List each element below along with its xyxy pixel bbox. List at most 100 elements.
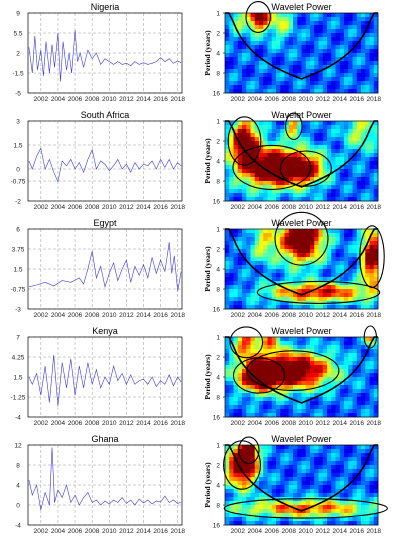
heat-cell (288, 149, 294, 154)
heat-cell (314, 69, 319, 74)
heat-cell (339, 385, 345, 390)
heat-cell (259, 365, 264, 370)
heat-cell (293, 397, 298, 402)
heat-cell (288, 237, 294, 242)
heat-cell (237, 241, 243, 246)
heat-cell (373, 169, 379, 174)
heat-cell (301, 249, 307, 254)
heat-cell (276, 169, 281, 174)
heat-cell (254, 481, 260, 486)
heat-cell (259, 77, 264, 82)
heat-cell (242, 409, 247, 414)
heat-cell (373, 137, 379, 142)
heat-cell (242, 161, 247, 166)
y-tick-label: 0 (16, 166, 20, 173)
heat-cell (280, 133, 285, 138)
heat-cell (246, 473, 251, 478)
heat-cell (310, 477, 315, 482)
heat-cell (293, 281, 298, 286)
heat-cell (225, 141, 230, 146)
heat-cell (348, 389, 353, 394)
heat-cell (237, 401, 243, 406)
heat-cell (271, 413, 277, 418)
heat-cell (284, 393, 290, 398)
heat-cell (271, 469, 277, 474)
heat-cell (259, 37, 264, 42)
heat-cell (301, 141, 307, 146)
heat-cell (314, 53, 319, 58)
heat-cell (242, 49, 247, 54)
heat-cell (271, 157, 277, 162)
heat-cell (271, 385, 277, 390)
heat-cell (284, 253, 290, 258)
heat-cell (237, 513, 243, 518)
heat-cell (259, 501, 264, 506)
heat-cell (305, 73, 311, 78)
heat-cell (242, 177, 247, 182)
heat-cell (225, 341, 230, 346)
heat-cell (322, 413, 328, 418)
heat-cell (225, 73, 230, 78)
heat-cell (229, 77, 234, 82)
heat-cell (233, 297, 239, 302)
heat-cell (373, 369, 379, 374)
heat-cell (242, 281, 247, 286)
heat-cell (276, 369, 281, 374)
heat-cell (293, 521, 298, 526)
heat-cell (250, 277, 256, 282)
heat-cell (271, 505, 277, 510)
heat-cell (356, 385, 362, 390)
heat-cell (233, 377, 239, 382)
heat-cell (259, 197, 264, 202)
heat-cell (301, 513, 307, 518)
heat-cell (229, 497, 234, 502)
heat-cell (233, 305, 239, 310)
heat-cell (318, 513, 324, 518)
heat-cell (242, 65, 247, 70)
heat-cell (335, 241, 341, 246)
heat-cell (297, 281, 302, 286)
heat-cell (259, 125, 264, 130)
heat-cell (276, 245, 281, 250)
heat-cell (237, 237, 243, 242)
heat-cell (301, 77, 307, 82)
heat-cell (225, 389, 230, 394)
heat-cell (361, 173, 366, 178)
heat-cell (233, 165, 239, 170)
heat-cell (263, 521, 268, 526)
heat-cell (263, 265, 268, 270)
heat-cell (331, 409, 336, 414)
heat-cell (229, 377, 234, 382)
heat-cell (352, 469, 358, 474)
y-tick-label: 4 (216, 266, 220, 273)
heat-cell (293, 277, 298, 282)
heat-cell (348, 269, 353, 274)
heat-cell (369, 77, 375, 82)
heat-cell (297, 477, 302, 482)
heat-cell (263, 161, 268, 166)
heat-cell (250, 189, 256, 194)
heat-cell (310, 81, 315, 86)
heat-cell (305, 137, 311, 142)
heat-cell (254, 49, 260, 54)
heat-cell (373, 517, 379, 522)
heat-cell (293, 493, 298, 498)
heat-cell (233, 449, 239, 454)
heat-cell (339, 465, 345, 470)
heat-cell (348, 25, 353, 30)
heat-cell (225, 253, 230, 258)
y-tick-label: 1.5 (13, 266, 22, 273)
heat-cell (246, 29, 251, 34)
x-tick-label: 2016 (350, 96, 365, 103)
heat-cell (335, 141, 341, 146)
heat-cell (280, 469, 285, 474)
heat-cell (280, 293, 285, 298)
heat-cell (301, 305, 307, 310)
heat-cell (259, 153, 264, 158)
heat-cell (267, 137, 273, 142)
x-tick-label: 2014 (136, 420, 151, 427)
heat-cell (293, 181, 298, 186)
heat-cell (254, 493, 260, 498)
heat-cell (365, 465, 370, 470)
